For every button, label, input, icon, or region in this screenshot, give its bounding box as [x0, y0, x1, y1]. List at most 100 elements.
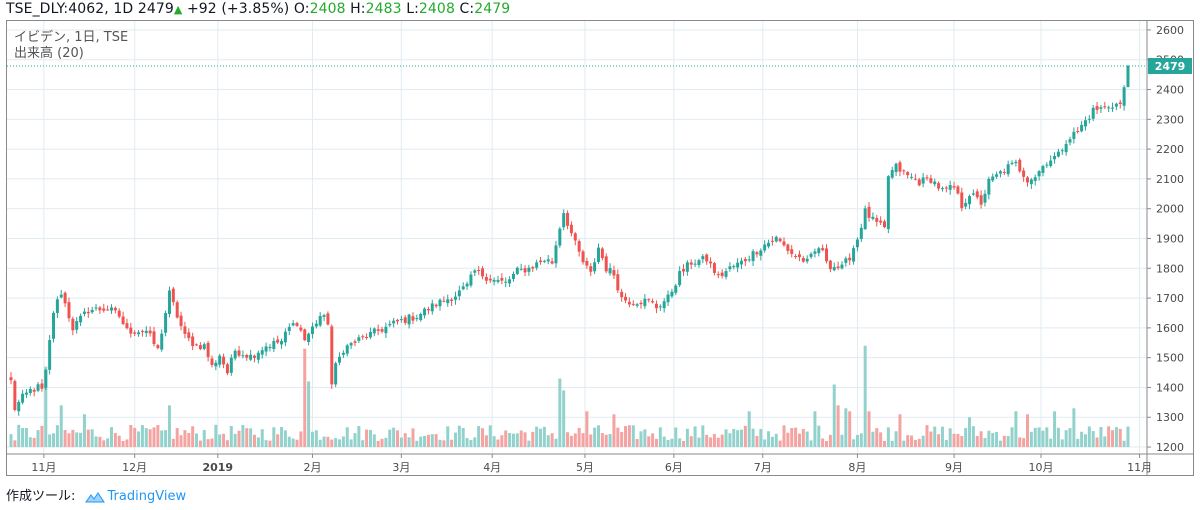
candle-body [825, 248, 829, 262]
volume-bar [500, 435, 504, 448]
volume-bar [736, 430, 740, 448]
candle-body [28, 388, 32, 394]
candle-body [79, 315, 83, 323]
volume-bar [133, 427, 137, 448]
candle-body [330, 326, 334, 385]
volume-bar [720, 434, 724, 448]
volume-bar [589, 434, 593, 448]
candle-body [322, 315, 326, 317]
candle-body [187, 332, 191, 339]
candle-body [991, 176, 995, 181]
volume-bar [1103, 436, 1107, 448]
tradingview-link[interactable]: TradingView [107, 489, 187, 504]
volume-bar [979, 431, 983, 448]
interval-label[interactable]: 1D [113, 1, 134, 17]
candle-body [697, 260, 701, 266]
volume-bar [109, 427, 113, 448]
volume-bar [225, 440, 229, 448]
volume-bar [983, 438, 987, 448]
candle-body [121, 316, 125, 324]
volume-bar [388, 429, 392, 448]
candle-body [511, 273, 515, 279]
candle-body [442, 300, 446, 302]
volume-bar [906, 435, 910, 448]
volume-bar [175, 428, 179, 448]
price-tick-label: 1200 [1156, 441, 1184, 454]
candle-body [1002, 171, 1006, 173]
volume-bar [237, 430, 241, 448]
candle-body [971, 193, 975, 195]
candle-body [747, 259, 751, 261]
volume-bar [685, 428, 689, 448]
candlestick-chart[interactable]: 1200 1300 1400 1500 1600 1700 1800 1900 2000 2100… [7, 21, 1193, 475]
candle-body [801, 257, 805, 262]
volume-legend[interactable]: 出来高 (20) [14, 46, 84, 61]
volume-bar [527, 440, 531, 448]
symbol-name: TSE_DLY:4062, [6, 1, 109, 17]
candle-body [229, 357, 233, 373]
volume-bar [836, 405, 840, 448]
volume-bar [121, 441, 125, 448]
candle-body [1014, 161, 1018, 164]
price-tick-label: 2300 [1156, 113, 1184, 126]
candle-body [894, 163, 898, 173]
volume-bar [573, 433, 577, 448]
price-tick-label: 1500 [1156, 352, 1184, 365]
candle-body [608, 268, 612, 274]
price-tick-label: 1400 [1156, 381, 1184, 394]
volume-bar [125, 439, 129, 448]
volume-bar [376, 440, 380, 448]
volume-bar [620, 431, 624, 448]
candle-body [1068, 139, 1072, 143]
volume-bar [825, 440, 829, 448]
volume-bar [44, 366, 48, 448]
candle-body [724, 271, 728, 277]
candle-body [550, 261, 554, 264]
volume-bar [1118, 428, 1122, 448]
volume-bar [639, 431, 643, 448]
candle-body [1122, 87, 1126, 106]
candle-body [411, 316, 415, 321]
volume-bar [361, 440, 365, 448]
volume-bar [535, 426, 539, 448]
volume-bar [952, 433, 956, 448]
candle-body [654, 303, 658, 309]
candle-body [736, 262, 740, 268]
candle-body [225, 364, 229, 374]
candle-body [937, 183, 941, 189]
volume-bar [867, 411, 871, 448]
volume-bar [245, 428, 249, 448]
candle-body [461, 286, 465, 290]
volume-bar [844, 408, 848, 448]
candle-body [836, 266, 840, 269]
last-price-badge [1148, 57, 1192, 74]
candle-body [794, 255, 798, 257]
volume-bar [933, 426, 937, 448]
candle-body [198, 345, 202, 350]
candle-body [218, 355, 222, 365]
volume-bar [596, 425, 600, 448]
candle-body [388, 324, 392, 326]
volume-bar [457, 425, 461, 448]
candle-body [906, 172, 910, 176]
time-tick-label: 3月 [392, 461, 410, 474]
high-value: 2483 [365, 1, 402, 17]
candle-body [983, 193, 987, 203]
candle-body [94, 307, 98, 309]
volume-bar [314, 430, 318, 448]
volume-bar [960, 436, 964, 448]
volume-bar [86, 429, 90, 448]
volume-bar [334, 438, 338, 448]
candle-body [245, 354, 249, 358]
candle-body [882, 221, 886, 228]
candle-body [712, 263, 716, 273]
volume-bar [1087, 426, 1091, 448]
volume-bar [1122, 440, 1126, 448]
volume-bar [511, 433, 515, 448]
candle-body [280, 340, 284, 345]
candle-body [732, 266, 736, 268]
candle-body [152, 331, 156, 345]
candle-body [32, 389, 36, 392]
candle-body [770, 240, 774, 242]
series-legend[interactable]: イビデン, 1日, TSE [14, 30, 129, 45]
